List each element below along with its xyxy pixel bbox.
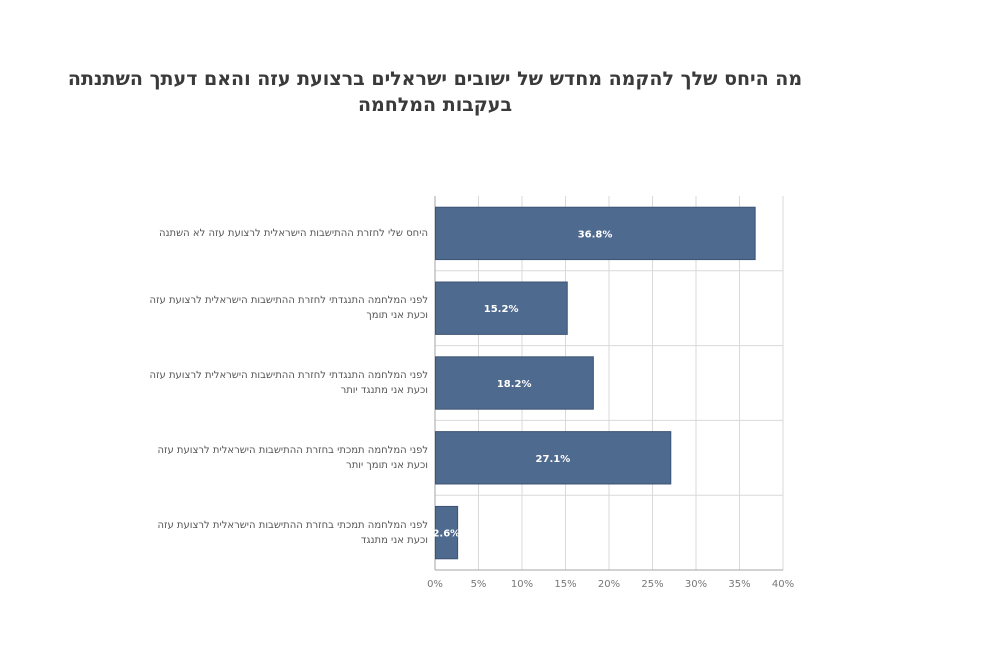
x-tick-label: 25%	[641, 579, 663, 590]
category-label: היחס שלי לחזרת ההתישבות הישראלית לרצועת …	[158, 227, 428, 239]
data-label: 2.6%	[432, 529, 460, 540]
data-label: 15.2%	[484, 304, 519, 315]
data-label: 27.1%	[536, 454, 571, 465]
bar	[435, 206, 756, 261]
x-tick-label: 5%	[471, 579, 487, 590]
x-tick-label: 40%	[772, 579, 794, 590]
bar	[435, 431, 672, 485]
bar	[435, 505, 459, 560]
bar	[435, 281, 568, 335]
chart-title: מה היחס שלך להקמה מחדש של ישובים ישראלים…	[67, 68, 803, 116]
category-label: לפני המלחמה תמכתי בחזרת ההתישבות הישראלי…	[157, 519, 428, 546]
category-label: לפני המלחמה התנגדתי לחזרת ההתישבות הישרא…	[149, 295, 428, 322]
category-label: לפני המלחמה התנגדתי לחזרת ההתישבות הישרא…	[149, 370, 428, 396]
x-tick-label: 20%	[598, 579, 620, 590]
data-label: 36.8%	[578, 229, 613, 240]
x-tick-label: 35%	[728, 579, 750, 590]
x-tick-label: 15%	[554, 579, 576, 590]
data-label: 18.2%	[497, 379, 532, 390]
category-label: לפני המלחמה תמכתי בחזרת ההתישבות הישראלי…	[157, 444, 428, 471]
x-tick-label: 0%	[427, 579, 443, 590]
bar	[435, 356, 594, 410]
x-tick-label: 10%	[511, 579, 533, 590]
x-tick-label: 30%	[685, 579, 707, 590]
